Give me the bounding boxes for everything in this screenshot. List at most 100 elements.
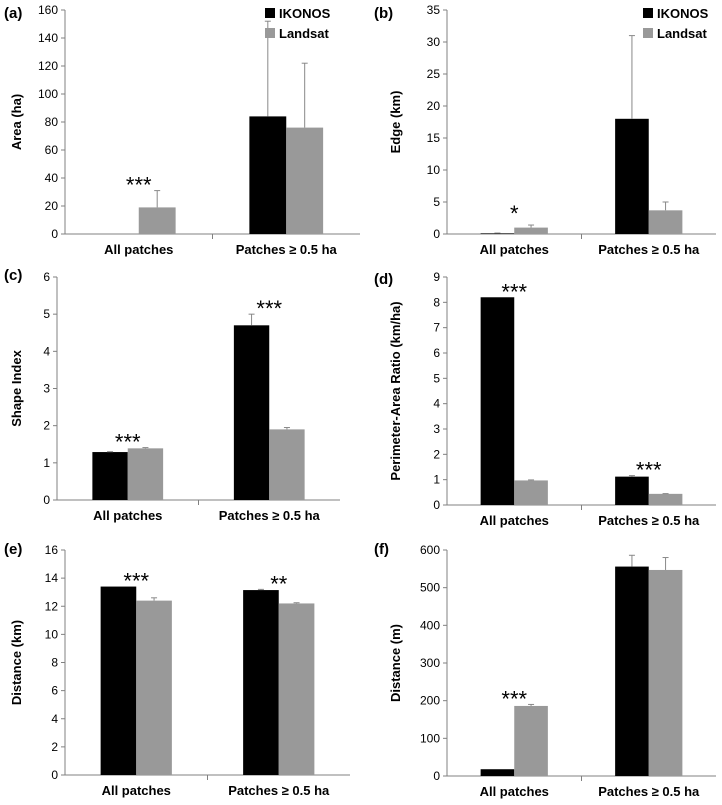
panel-b-letter: (b)	[374, 5, 393, 22]
panel-e-significance-label: **	[270, 571, 288, 596]
panel-b-legend-label-landsat: Landsat	[657, 26, 708, 41]
panel-e-bar-ikonos	[243, 590, 279, 775]
panel-a-category-label: Patches ≥ 0.5 ha	[236, 242, 338, 257]
panel-a-legend-swatch-ikonos	[265, 8, 275, 18]
panel-d-category-label: All patches	[480, 513, 549, 528]
panel-a-ytick-label: 0	[51, 227, 58, 241]
panel-d-ytick-label: 3	[433, 422, 440, 436]
panel-a-bar-landsat	[138, 207, 176, 234]
panel-a-legend-label-landsat: Landsat	[279, 26, 330, 41]
panel-b-ylabel: Edge (km)	[388, 91, 403, 154]
panel-f-category-label: Patches ≥ 0.5 ha	[598, 784, 700, 799]
panel-b-ytick-label: 20	[427, 99, 441, 113]
panel-d-significance-label: ***	[636, 458, 662, 483]
panel-a-ytick-label: 120	[38, 59, 58, 73]
panel-d-ytick-label: 8	[433, 295, 440, 309]
panel-f-ytick-label: 100	[420, 731, 440, 745]
panel-b-bar-ikonos	[615, 118, 649, 234]
panel-a-bar-ikonos	[249, 116, 287, 234]
panel-c-ytick-label: 3	[43, 382, 50, 396]
panel-e-bar-landsat	[136, 600, 172, 775]
panel-b-bar-landsat	[514, 227, 548, 234]
panel-e-letter: (e)	[4, 541, 22, 558]
panel-b-legend-swatch-ikonos	[643, 8, 653, 18]
panel-d-ytick-label: 4	[433, 397, 440, 411]
panel-a-ytick-label: 80	[45, 115, 59, 129]
panel-b-legend-swatch-landsat	[643, 28, 653, 38]
panel-b-bar-ikonos	[480, 233, 515, 234]
panel-b-ytick-label: 0	[433, 227, 440, 241]
panel-e-ytick-label: 10	[45, 627, 59, 641]
panel-d-bar-landsat	[648, 493, 683, 505]
panel-b-ytick-label: 5	[433, 195, 440, 209]
panel-d-ytick-label: 5	[433, 371, 440, 385]
panel-b-ytick-label: 10	[427, 163, 441, 177]
panel-b-significance-label: *	[510, 201, 519, 226]
panel-d-ylabel: Perimeter-Area Ratio (km/ha)	[388, 301, 403, 480]
panel-f-category-label: All patches	[480, 784, 549, 799]
panel-d-ytick-label: 2	[433, 447, 440, 461]
panel-a-ylabel: Area (ha)	[9, 94, 24, 150]
panel-b-ytick-label: 35	[427, 3, 441, 17]
panel-d-ytick-label: 7	[433, 321, 440, 335]
panel-a-legend-swatch-landsat	[265, 28, 275, 38]
panel-a-significance-label: ***	[126, 173, 152, 198]
panel-c-bar-landsat	[269, 429, 305, 500]
panel-c-ylabel: Shape Index	[9, 349, 24, 426]
panel-f-bar-landsat	[514, 705, 548, 776]
panel-f-ytick-label: 500	[420, 581, 440, 595]
panel-a-ytick-label: 160	[38, 3, 58, 17]
panel-f-bar-landsat	[648, 569, 683, 776]
panel-f-bar-ikonos	[615, 566, 649, 776]
panel-e-ytick-label: 0	[51, 768, 58, 782]
panel-c-ytick-label: 0	[43, 493, 50, 507]
panel-e-ytick-label: 8	[51, 656, 58, 670]
panel-e-ytick-label: 4	[51, 712, 58, 726]
panel-d-bar-ikonos	[615, 476, 649, 505]
panel-d-category-label: Patches ≥ 0.5 ha	[598, 513, 700, 528]
panel-f-ytick-label: 600	[420, 543, 440, 557]
panel-f-significance-label: ***	[501, 686, 527, 711]
panel-f-bar-ikonos	[480, 769, 515, 776]
panel-f-ytick-label: 400	[420, 618, 440, 632]
panel-b-legend-label-ikonos: IKONOS	[657, 6, 709, 21]
panel-b-ytick-label: 30	[427, 35, 441, 49]
panel-c-ytick-label: 2	[43, 419, 50, 433]
panel-c-category-label: All patches	[93, 508, 162, 523]
panel-b-category-label: Patches ≥ 0.5 ha	[598, 242, 700, 257]
panel-c-bar-ikonos	[92, 452, 128, 500]
panel-d-bar-landsat	[514, 480, 548, 505]
panel-d-ytick-label: 0	[433, 498, 440, 512]
panel-c-letter: (c)	[4, 267, 22, 284]
panel-d-letter: (d)	[374, 271, 393, 288]
panel-a-ytick-label: 140	[38, 31, 58, 45]
panel-a-ytick-label: 40	[45, 171, 59, 185]
panel-b-ytick-label: 25	[427, 67, 441, 81]
panel-a-ytick-label: 60	[45, 143, 59, 157]
panel-e-ytick-label: 6	[51, 684, 58, 698]
panel-f-ylabel: Distance (m)	[388, 624, 403, 702]
panel-c-significance-label: ***	[256, 296, 282, 321]
panel-a-bar-landsat	[286, 127, 324, 234]
panel-f-ytick-label: 0	[433, 769, 440, 783]
panel-e-bar-landsat	[278, 603, 315, 775]
panel-a-letter: (a)	[4, 5, 22, 22]
panel-e-bar-ikonos	[100, 586, 137, 775]
panel-c-ytick-label: 6	[43, 270, 50, 284]
panel-e-category-label: All patches	[102, 783, 171, 798]
panel-c-ytick-label: 5	[43, 307, 50, 321]
panel-e-ytick-label: 2	[51, 740, 58, 754]
panel-c-significance-label: ***	[115, 430, 141, 455]
panel-d-ytick-label: 1	[433, 473, 440, 487]
panel-b-category-label: All patches	[480, 242, 549, 257]
panel-c-ytick-label: 4	[43, 344, 50, 358]
panel-a-legend-label-ikonos: IKONOS	[279, 6, 331, 21]
panel-b-ytick-label: 15	[427, 131, 441, 145]
panel-f-ytick-label: 200	[420, 694, 440, 708]
panel-e-ytick-label: 14	[45, 571, 59, 585]
panel-c-category-label: Patches ≥ 0.5 ha	[219, 508, 321, 523]
panel-b-bar-landsat	[648, 210, 683, 234]
panel-e-category-label: Patches ≥ 0.5 ha	[228, 783, 330, 798]
panel-d-significance-label: ***	[501, 279, 527, 304]
